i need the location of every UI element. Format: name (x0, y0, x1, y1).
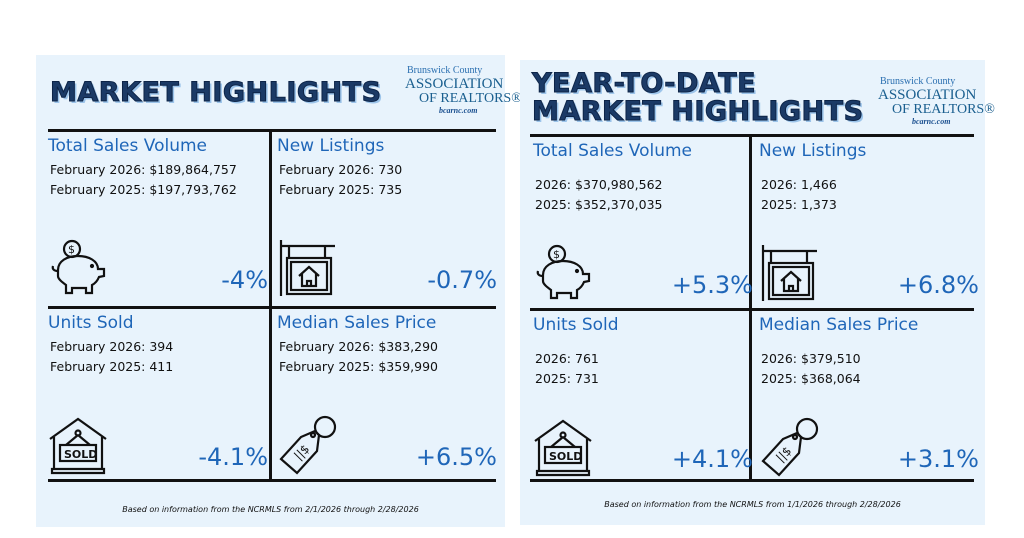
stat-card-total-sales-volume: Total Sales Volume February 2026: $189,86… (48, 132, 268, 304)
stat-card-median-sales-price: Median Sales Price February 2026: $383,29… (277, 309, 497, 481)
stat-previous: February 2025: $359,990 (279, 359, 439, 374)
logo-line: Brunswick County (407, 65, 483, 76)
stat-heading: Total Sales Volume (48, 136, 207, 156)
divider (48, 129, 496, 132)
divider (530, 479, 974, 482)
stat-change: -4% (221, 266, 268, 294)
divider (530, 134, 974, 137)
panel-title-line1: YEAR-TO-DATE (531, 68, 757, 99)
stat-current: February 2026: 730 (279, 162, 403, 177)
logo-line: OF REALTORS® (419, 91, 522, 106)
stat-heading: Units Sold (533, 315, 619, 335)
stat-previous: 2025: $368,064 (761, 371, 861, 386)
stat-card-units-sold: Units Sold February 2026: 394 February 202… (48, 309, 268, 481)
stat-current: February 2026: $383,290 (279, 339, 439, 354)
divider (48, 306, 496, 309)
ytd-panel: YEAR-TO-DATE MARKET HIGHLIGHTS Brunswick… (520, 60, 995, 525)
stat-heading: Total Sales Volume (533, 141, 692, 161)
svg-text:$: $ (553, 248, 560, 261)
stat-previous: February 2025: $197,793,762 (50, 182, 237, 197)
monthly-panel: MARKET HIGHLIGHTS Brunswick County ASSOCI… (36, 55, 522, 527)
panel-title: MARKET HIGHLIGHTS (50, 77, 382, 108)
divider (48, 479, 496, 482)
stat-change: -0.7% (427, 266, 497, 294)
stat-heading: Median Sales Price (759, 315, 919, 335)
panel-title-line2: MARKET HIGHLIGHTS (532, 96, 864, 127)
stat-change: +3.1% (897, 445, 979, 473)
logo-line: OF REALTORS® (892, 102, 995, 117)
stat-current: February 2026: $189,864,757 (50, 162, 237, 177)
stat-change: +6.5% (415, 443, 497, 471)
logo-line: ASSOCIATION (405, 76, 504, 92)
stat-card-total-sales-volume: Total Sales Volume 2026: $370,980,562 2025… (533, 137, 753, 309)
logo-url: bcarnc.com (439, 106, 478, 115)
stat-previous: 2025: 1,373 (761, 197, 837, 212)
association-logo: Brunswick County ASSOCIATION OF REALTORS® b… (369, 65, 522, 125)
stat-change: +6.8% (897, 271, 979, 299)
logo-url: bcarnc.com (912, 117, 951, 126)
stat-previous: 2025: $352,370,035 (535, 197, 663, 212)
svg-text:SOLD: SOLD (64, 448, 97, 461)
association-logo: Brunswick County ASSOCIATION OF REALTORS® b… (842, 76, 995, 136)
stat-change: -4.1% (198, 443, 268, 471)
stat-heading: New Listings (759, 141, 867, 161)
footer-note: Based on information from the NCRMLS fro… (604, 500, 901, 509)
divider (530, 308, 974, 311)
stat-change: +5.3% (671, 271, 753, 299)
footer-note: Based on information from the NCRMLS fro… (122, 505, 419, 514)
stat-card-median-sales-price: Median Sales Price 2026: $379,510 2025: $3… (759, 311, 979, 483)
stat-card-new-listings: New Listings February 2026: 730 February 2… (277, 132, 497, 304)
stat-current: 2026: $370,980,562 (535, 177, 663, 192)
stat-previous: 2025: 731 (535, 371, 599, 386)
stat-previous: February 2025: 411 (50, 359, 174, 374)
stat-card-new-listings: New Listings 2026: 1,466 2025: 1,373 +6.8% (759, 137, 979, 309)
logo-line: ASSOCIATION (878, 87, 977, 103)
stat-current: February 2026: 394 (50, 339, 174, 354)
stat-heading: Median Sales Price (277, 313, 437, 333)
logo-line: Brunswick County (880, 76, 956, 87)
stat-card-units-sold: Units Sold 2026: 761 2025: 731 SOLD +4.1% (533, 311, 753, 483)
stat-current: 2026: 1,466 (761, 177, 837, 192)
stat-heading: New Listings (277, 136, 385, 156)
svg-text:$: $ (68, 243, 75, 256)
stat-current: 2026: $379,510 (761, 351, 861, 366)
stat-previous: February 2025: 735 (279, 182, 403, 197)
stat-heading: Units Sold (48, 313, 134, 333)
stat-change: +4.1% (671, 445, 753, 473)
divider (269, 129, 272, 481)
stat-current: 2026: 761 (535, 351, 599, 366)
svg-text:SOLD: SOLD (549, 450, 582, 463)
